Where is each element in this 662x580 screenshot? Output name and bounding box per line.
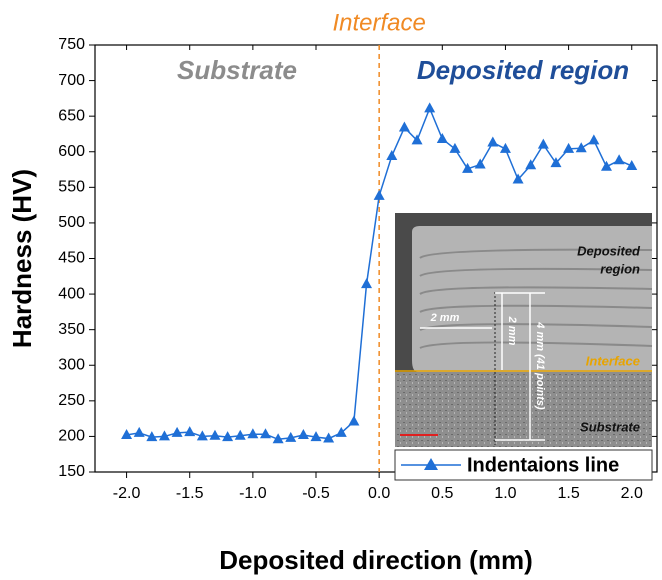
x-tick-label: 1.0: [494, 485, 516, 502]
inset-label: Deposited: [577, 243, 641, 258]
data-point: [563, 142, 575, 153]
data-point: [474, 158, 486, 169]
data-point: [626, 159, 638, 170]
data-point: [146, 431, 158, 442]
y-tick-label: 450: [58, 250, 85, 267]
data-point: [121, 428, 133, 439]
x-tick-label: -0.5: [302, 485, 330, 502]
data-point: [449, 142, 461, 153]
inset-label: Substrate: [580, 419, 640, 434]
data-point: [525, 159, 537, 170]
legend-label: Indentaions line: [467, 454, 619, 476]
data-point: [411, 134, 423, 145]
substrate-label: Substrate: [177, 55, 297, 85]
deposited-label: Deposited region: [417, 55, 629, 85]
data-point: [361, 278, 373, 289]
y-axis-label: Hardness (HV): [7, 169, 37, 348]
data-point: [209, 429, 221, 440]
x-tick-label: -1.5: [176, 485, 204, 502]
data-point: [158, 430, 170, 441]
data-point: [335, 426, 347, 437]
y-tick-label: 350: [58, 321, 85, 338]
data-point: [285, 431, 297, 442]
data-point: [588, 134, 600, 145]
data-point: [613, 154, 625, 165]
x-tick-label: -2.0: [113, 485, 141, 502]
y-tick-label: 650: [58, 107, 85, 124]
inset-label: 2 mm: [506, 316, 518, 346]
data-point: [259, 428, 271, 439]
y-tick-label: 250: [58, 392, 85, 409]
data-point: [537, 138, 549, 149]
x-axis-label: Deposited direction (mm): [219, 545, 532, 575]
data-point: [398, 121, 410, 132]
data-point: [171, 426, 183, 437]
data-point: [297, 428, 309, 439]
y-tick-label: 550: [58, 179, 85, 196]
inset-label: 2 mm: [430, 312, 460, 324]
inset-image: [395, 213, 653, 447]
inset-label: region: [600, 261, 640, 276]
data-point: [575, 142, 587, 153]
data-point: [600, 160, 612, 171]
data-point: [272, 433, 284, 444]
data-point: [184, 426, 196, 437]
data-point: [436, 132, 448, 143]
data-point: [247, 428, 259, 439]
y-tick-label: 200: [58, 428, 85, 445]
data-point: [386, 150, 398, 161]
legend-marker: [424, 458, 438, 470]
x-tick-label: 2.0: [621, 485, 643, 502]
y-tick-label: 150: [58, 463, 85, 480]
x-tick-label: 0.0: [368, 485, 390, 502]
x-tick-label: -1.0: [239, 485, 267, 502]
x-tick-label: 0.5: [431, 485, 453, 502]
y-tick-label: 500: [58, 214, 85, 231]
y-tick-label: 600: [58, 143, 85, 160]
data-point: [499, 142, 511, 153]
interface-label: Interface: [332, 9, 425, 36]
data-point: [512, 173, 524, 184]
data-point: [487, 136, 499, 147]
data-point: [222, 431, 234, 442]
data-point: [373, 189, 385, 200]
data-point: [462, 162, 474, 173]
y-tick-label: 300: [58, 356, 85, 373]
inset-label: 4 mm (41 points): [534, 321, 546, 410]
inset-label: Interface: [586, 353, 640, 368]
data-point: [196, 430, 208, 441]
data-point: [310, 431, 322, 442]
data-point: [133, 426, 145, 437]
x-tick-label: 1.5: [557, 485, 579, 502]
y-tick-label: 750: [58, 36, 85, 53]
y-tick-label: 400: [58, 285, 85, 302]
data-point: [550, 157, 562, 168]
data-point: [348, 415, 360, 426]
data-point: [323, 432, 335, 443]
data-point: [234, 429, 246, 440]
y-tick-label: 700: [58, 72, 85, 89]
data-point: [424, 102, 436, 113]
